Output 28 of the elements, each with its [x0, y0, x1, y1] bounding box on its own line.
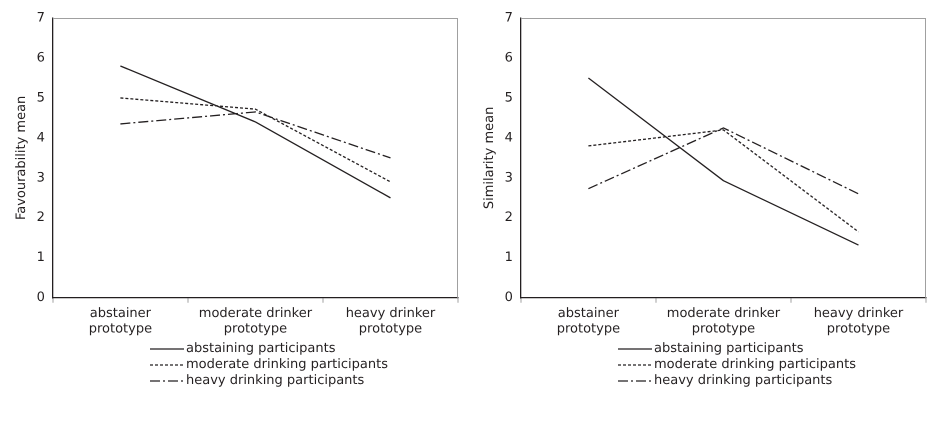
y-tick-label: 2	[36, 210, 45, 226]
legend-label: heavy drinking participants	[654, 373, 832, 389]
y-tick-label: 7	[36, 10, 45, 26]
x-tick-label: heavy drinker prototype	[814, 306, 904, 337]
y-tick-label: 7	[504, 10, 513, 26]
y-tick-label: 0	[36, 290, 45, 306]
y-tick-label: 4	[36, 130, 45, 146]
x-tick-label: abstainer prototype	[556, 306, 620, 337]
legend-label: moderate drinking participants	[186, 357, 388, 373]
x-tick-label: heavy drinker prototype	[346, 306, 436, 337]
y-tick-label: 5	[36, 90, 45, 106]
y-tick-label: 3	[36, 170, 45, 186]
y-tick-label: 3	[504, 170, 513, 186]
legend-label: abstaining participants	[186, 341, 336, 357]
y-tick-label: 6	[36, 50, 45, 66]
y-axis-title: Similarity mean	[482, 106, 498, 210]
y-tick-label: 4	[504, 130, 513, 146]
y-tick-label: 6	[504, 50, 513, 66]
y-axis-title: Favourability mean	[14, 96, 30, 220]
legend-label: moderate drinking participants	[654, 357, 856, 373]
y-tick-label: 0	[504, 290, 513, 306]
legend-label: heavy drinking participants	[186, 373, 364, 389]
x-tick-label: abstainer prototype	[88, 306, 152, 337]
y-tick-label: 1	[36, 250, 45, 266]
y-tick-label: 5	[504, 90, 513, 106]
y-tick-label: 1	[504, 250, 513, 266]
legend-label: abstaining participants	[654, 341, 804, 357]
y-tick-label: 2	[504, 210, 513, 226]
